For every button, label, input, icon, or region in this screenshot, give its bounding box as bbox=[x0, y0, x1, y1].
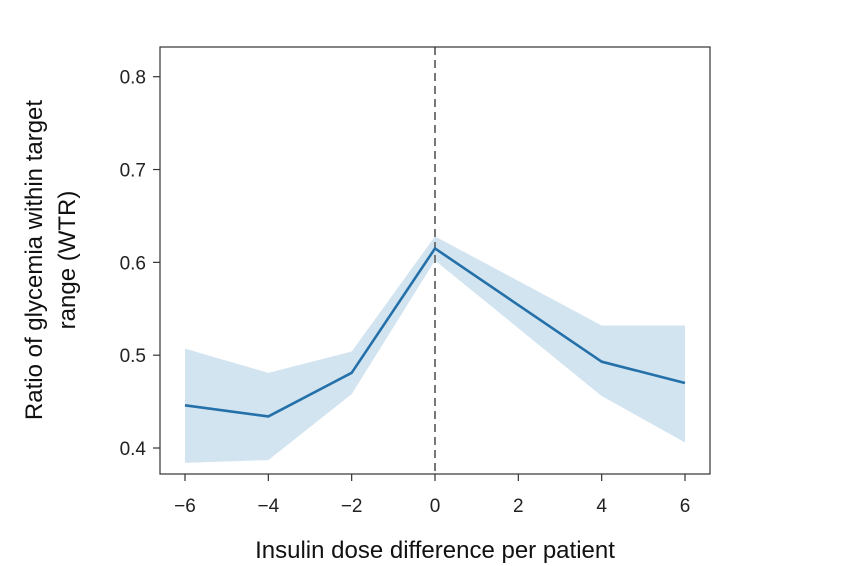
x-tick-label: 2 bbox=[513, 496, 524, 517]
series-line bbox=[184, 247, 686, 418]
y-axis-label: Ratio of glycemia within target range (W… bbox=[21, 100, 81, 420]
x-axis-label: Insulin dose difference per patient bbox=[255, 537, 615, 564]
x-tick-label: 0 bbox=[430, 496, 441, 517]
y-tick-label: 0.4 bbox=[120, 439, 147, 460]
x-axis-ticks: −6 −4 −2 0 2 4 6 bbox=[174, 474, 690, 517]
y-tick-label: 0.7 bbox=[120, 161, 146, 182]
confidence-band bbox=[185, 236, 685, 463]
series-line-layer bbox=[184, 247, 686, 418]
x-tick-label: −4 bbox=[257, 496, 279, 517]
y-axis-label-line-2: range (WTR) bbox=[54, 191, 81, 330]
y-axis-ticks: 0.4 0.5 0.6 0.7 0.8 bbox=[120, 68, 160, 460]
y-tick-label: 0.8 bbox=[120, 68, 146, 89]
x-tick-label: 4 bbox=[596, 496, 607, 517]
x-tick-label: −6 bbox=[174, 496, 196, 517]
y-tick-label: 0.5 bbox=[120, 346, 146, 367]
y-axis-label-line-1: Ratio of glycemia within target bbox=[21, 100, 48, 420]
confidence-band-layer bbox=[185, 236, 685, 463]
y-tick-label: 0.6 bbox=[120, 253, 146, 274]
x-tick-label: −2 bbox=[341, 496, 363, 517]
x-tick-label: 6 bbox=[680, 496, 691, 517]
